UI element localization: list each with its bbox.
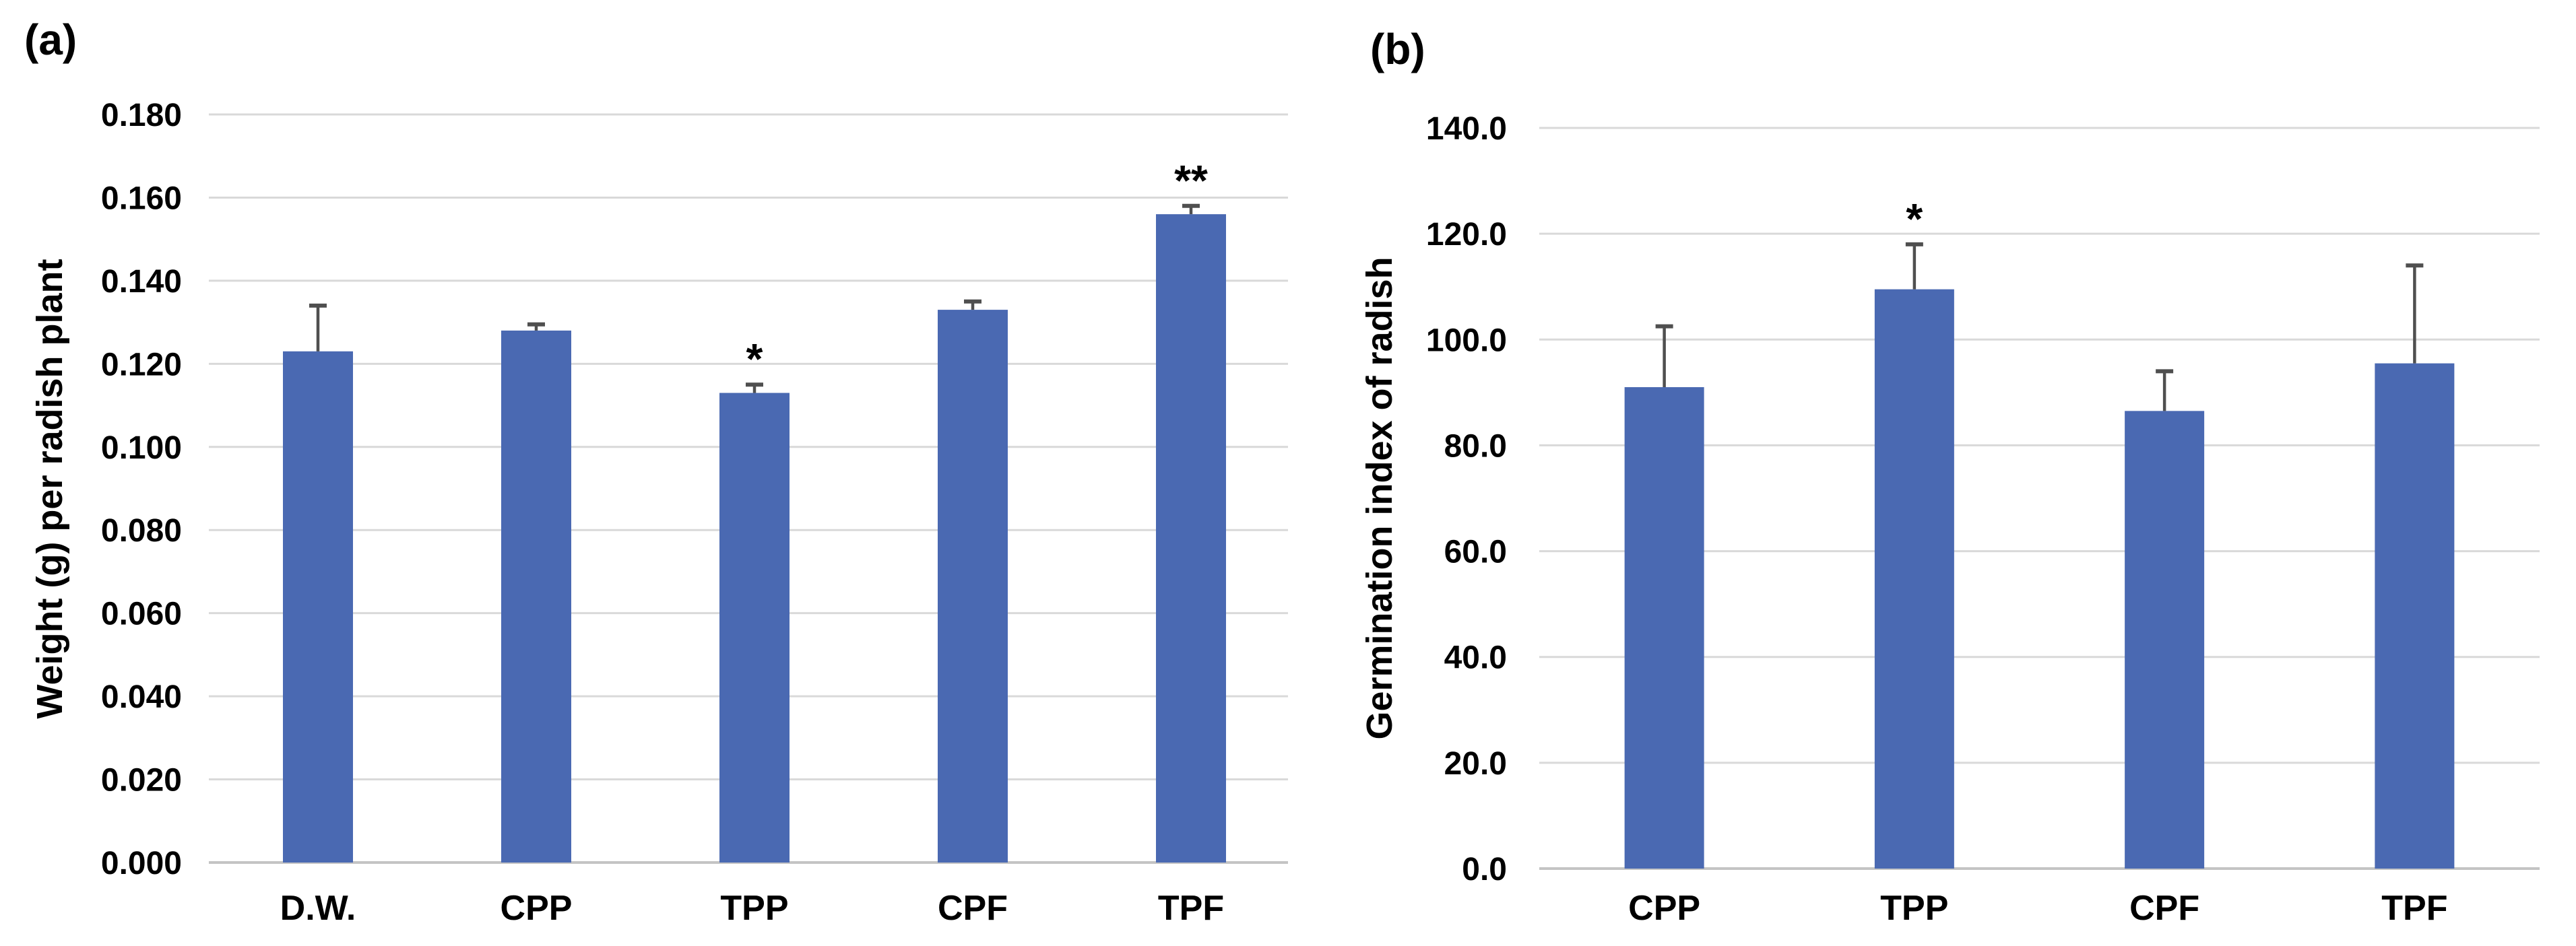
y-tick-label: 0.180 xyxy=(101,98,182,133)
y-tick-label: 0.160 xyxy=(101,180,182,216)
panel-b-label: (b) xyxy=(1370,25,1425,73)
y-tick-label: 40.0 xyxy=(1444,640,1507,676)
y-tick-label: 0.020 xyxy=(101,763,182,799)
y-tick-label: 0.000 xyxy=(101,846,182,881)
x-axis-label: CPP xyxy=(501,889,573,928)
significance-marker: ** xyxy=(1174,156,1208,205)
y-tick-label: 100.0 xyxy=(1426,323,1507,358)
y-tick-label: 0.040 xyxy=(101,679,182,715)
panel-a: (a) Weight (g) per radish plant 0.000 0.0… xyxy=(24,15,1288,928)
x-axis-label: TPP xyxy=(720,889,788,928)
bar-tpp xyxy=(719,393,790,863)
y-tick-label: 0.0 xyxy=(1462,852,1507,887)
y-tick-label: 120.0 xyxy=(1426,217,1507,252)
y-tick-label: 0.120 xyxy=(101,347,182,382)
bar-tpf xyxy=(2375,363,2455,869)
panel-b-chart: 0.0 20.0 40.0 60.0 80.0 100.0 120.0 140.0 CPP * TP… xyxy=(1426,111,2540,928)
y-tick-label: 0.140 xyxy=(101,264,182,300)
bar-dw xyxy=(283,351,353,863)
bar-cpp xyxy=(1624,387,1704,869)
y-tick-label: 0.100 xyxy=(101,430,182,466)
x-axis-label: TPP xyxy=(1880,889,1948,928)
y-tick-label: 20.0 xyxy=(1444,746,1507,782)
x-axis-label: TPF xyxy=(1158,889,1224,928)
significance-marker: * xyxy=(1906,195,1923,243)
significance-marker: * xyxy=(746,335,763,383)
y-tick-label: 140.0 xyxy=(1426,111,1507,147)
bar-cpp xyxy=(501,330,571,863)
bar-tpf xyxy=(1156,214,1226,863)
bar-cpf xyxy=(2125,411,2205,869)
panel-a-label: (a) xyxy=(24,15,77,64)
y-tick-label: 0.060 xyxy=(101,597,182,632)
x-axis-label: TPF xyxy=(2381,889,2447,928)
x-axis-label: CPP xyxy=(1628,889,1700,928)
x-axis-label: D.W. xyxy=(280,889,356,928)
x-axis-label: CPF xyxy=(2129,889,2199,928)
panel-b: (b) Germination index of radish 0.0 20.0 4… xyxy=(1288,0,2576,946)
y-tick-label: 0.080 xyxy=(101,513,182,549)
panel-a-chart: 0.000 0.020 0.040 0.060 0.080 0.100 0.120 0.140… xyxy=(101,98,1288,928)
y-tick-label: 80.0 xyxy=(1444,428,1507,464)
y-tick-label: 60.0 xyxy=(1444,535,1507,570)
bar-cpf xyxy=(938,310,1008,863)
bar-tpp xyxy=(1874,289,1954,869)
x-axis-label: CPF xyxy=(938,889,1008,928)
